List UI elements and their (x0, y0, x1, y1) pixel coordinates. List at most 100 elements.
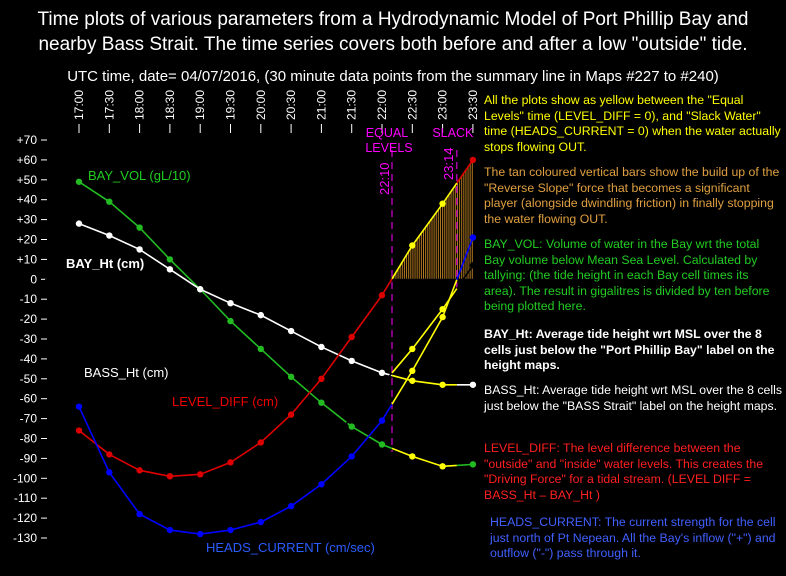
data-point-level-diff (287, 411, 295, 418)
note-bay-ht: BAY_Ht: Average tide height wrt MSL over… (484, 327, 775, 372)
data-point-bay-vol (227, 317, 234, 325)
series-line-level-diff (78, 278, 393, 478)
time-arrow-head (326, 268, 334, 275)
x-tick-label: 20:30 (284, 90, 298, 120)
y-tick-label: -30 (20, 332, 38, 346)
x-tick-label: 19:30 (224, 90, 238, 120)
data-point-bass-ht (75, 371, 83, 379)
y-tick-label: -20 (20, 312, 38, 326)
data-point-heads-current (197, 530, 204, 538)
series-line-bay-ht (78, 222, 393, 377)
y-tick-label: -120 (13, 511, 37, 525)
data-point-heads-current (439, 313, 446, 321)
series-label-bass-ht: BASS_Ht (cm) (84, 365, 169, 380)
data-point-bay-ht (136, 246, 143, 253)
data-point-bass-ht (136, 437, 143, 444)
y-tick-label: +60 (17, 153, 38, 167)
data-point-level-diff (378, 292, 386, 299)
data-point-level-diff (75, 427, 83, 434)
data-point-bass-ht (348, 415, 355, 422)
x-tick-label: 23:00 (436, 90, 450, 120)
series-line-yellow-level-diff (391, 182, 458, 280)
title-line-1: Time plots of various parameters from a … (37, 9, 749, 30)
data-point-bay-vol (257, 345, 264, 353)
y-tick-label: +40 (17, 193, 38, 207)
series-line-yellow-heads-current (391, 279, 458, 405)
data-point-bay-ht (106, 232, 113, 239)
series-label-heads-current: HEADS_CURRENT (cm/sec) (206, 540, 375, 555)
x-tick-label: 21:30 (345, 90, 359, 120)
data-point-bay-vol (166, 256, 174, 263)
y-tick-label: +20 (17, 233, 38, 247)
series-line-bass-ht (78, 372, 393, 484)
data-point-bass-ht (439, 305, 446, 313)
equal-levels-label-2: LEVELS (365, 141, 412, 155)
data-point-bay-ht (348, 357, 355, 365)
note-tan: The tan coloured vertical bars show the … (484, 165, 780, 226)
data-point-level-diff (227, 459, 234, 466)
data-point-bay-vol (287, 373, 295, 381)
y-tick-label: +50 (17, 173, 38, 187)
data-point-heads-current (75, 403, 83, 410)
x-tick-label: 19:00 (193, 90, 207, 120)
y-tick-label: +30 (17, 213, 38, 227)
series-line-after-bass-ht (456, 264, 474, 290)
data-point-bay-ht (227, 299, 234, 307)
x-tick-label: 17:00 (72, 90, 86, 120)
y-tick-label: -100 (13, 471, 37, 485)
data-point-bay-ht (75, 220, 83, 227)
data-point-level-diff (318, 375, 325, 382)
data-point-level-diff (409, 242, 416, 249)
chart-subtitle: UTC time, date= 04/07/2016, (30 minute d… (67, 68, 719, 85)
y-tick-label: +70 (17, 133, 38, 147)
data-point-level-diff (348, 333, 355, 341)
data-point-bay-ht (197, 286, 204, 293)
note-bass-ht: BASS_Ht: Average tide height wrt MSL ove… (484, 383, 783, 413)
x-tick-label: 20:00 (254, 90, 268, 120)
data-point-bay-vol (136, 224, 143, 231)
note-level-diff: LEVEL_DIFF: The level difference between… (484, 441, 764, 502)
series-line-after-level-diff (456, 159, 474, 184)
data-point-bay-vol (106, 198, 113, 205)
x-tick-label: 18:30 (163, 90, 177, 120)
note-yellow: All the plots show as yellow between the… (484, 93, 781, 154)
y-tick-label: -90 (20, 451, 38, 465)
data-point-bay-ht (257, 311, 264, 319)
data-point-bass-ht (318, 443, 325, 450)
data-point-bass-ht (409, 345, 416, 353)
data-point-bay-ht (469, 381, 477, 388)
slack-time: 23:14 (441, 147, 456, 180)
x-tick-label: 23:30 (466, 90, 480, 120)
equal-levels-label: EQUAL (366, 126, 408, 140)
series-line-yellow-bay-ht (391, 374, 457, 386)
slack-label: SLACK (432, 126, 474, 140)
y-tick-label: -40 (20, 352, 38, 366)
note-bay-vol: BAY_VOL: Volume of water in the Bay wrt … (484, 237, 770, 313)
data-point-level-diff (257, 439, 264, 446)
x-tick-label: 17:30 (102, 90, 116, 120)
data-point-level-diff (439, 200, 446, 207)
data-point-heads-current (166, 526, 174, 534)
y-tick-label: -60 (20, 392, 38, 406)
data-point-heads-current (469, 234, 477, 241)
y-tick-label: -10 (20, 292, 38, 306)
series-label-bay-vol: BAY_VOL (gL/10) (88, 168, 191, 183)
data-point-bass-ht (287, 463, 295, 470)
data-point-bay-ht (287, 327, 295, 335)
data-point-heads-current (257, 518, 264, 526)
data-point-heads-current (318, 481, 325, 488)
y-tick-label: -110 (14, 491, 37, 505)
series-line-heads-current (78, 403, 393, 535)
y-tick-label: +10 (17, 252, 38, 266)
x-tick-label: 22:30 (405, 90, 419, 120)
data-point-heads-current (136, 510, 143, 518)
data-point-level-diff (136, 467, 143, 474)
y-tick-label: 0 (30, 272, 37, 286)
y-tick-label: -130 (13, 531, 37, 545)
series-line-yellow-bay-vol (391, 447, 457, 468)
data-point-bass-ht (106, 407, 113, 414)
series-label-level-diff: LEVEL_DIFF (cm) (172, 394, 278, 409)
data-point-bay-vol (378, 441, 386, 448)
